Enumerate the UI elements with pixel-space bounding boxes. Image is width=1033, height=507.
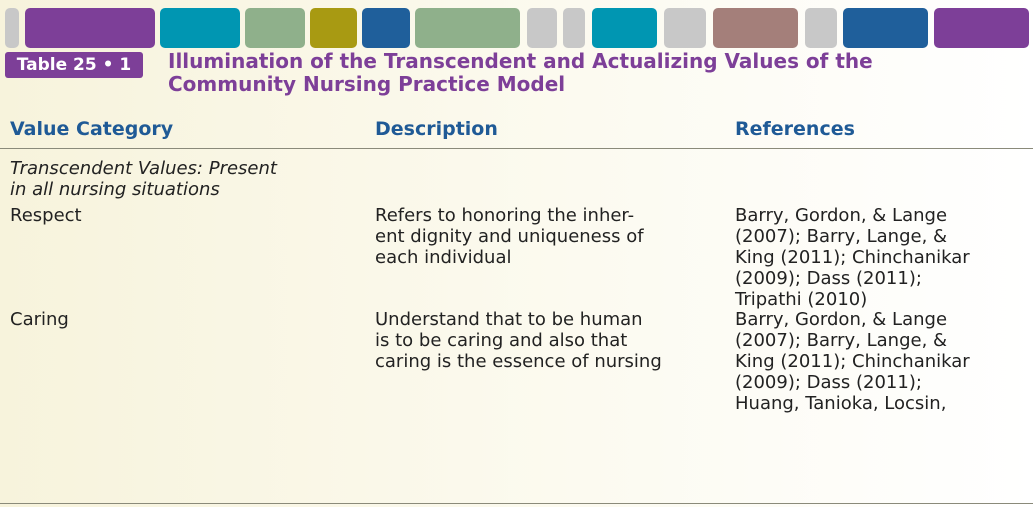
value-category: Respect <box>10 205 82 226</box>
text-line: Barry, Gordon, & Lange <box>735 205 948 226</box>
color-block <box>245 8 305 48</box>
color-block <box>563 8 585 48</box>
text-line: Barry, Gordon, & Lange <box>735 309 948 330</box>
table-title: Illumination of the Transcendent and Act… <box>168 50 988 96</box>
text-line: Respect <box>10 205 82 226</box>
color-block <box>805 8 837 48</box>
color-block <box>362 8 410 48</box>
text-line: King (2011); Chinchanikar <box>735 247 970 268</box>
column-header: Value Category <box>10 118 174 140</box>
text-line: Transcendent Values: Present <box>10 158 277 179</box>
color-block <box>310 8 357 48</box>
text-line: King (2011); Chinchanikar <box>735 351 970 372</box>
color-block <box>527 8 557 48</box>
description: Refers to honoring the inher-ent dignity… <box>375 205 644 268</box>
text-line: is to be caring and also that <box>375 330 628 351</box>
color-block <box>592 8 657 48</box>
color-block <box>25 8 155 48</box>
value-category: Caring <box>10 309 69 330</box>
text-line: Understand that to be human <box>375 309 643 330</box>
text-line: caring is the essence of nursing <box>375 351 662 372</box>
text-line: ent dignity and uniqueness of <box>375 226 644 247</box>
references: Barry, Gordon, & Lange (2007); Barry, Lan… <box>735 205 970 310</box>
references: Barry, Gordon, & Lange (2007); Barry, Lan… <box>735 309 970 414</box>
text-line: (2007); Barry, Lange, & <box>735 330 948 351</box>
text-line: (2009); Dass (2011); <box>735 268 922 289</box>
color-block <box>934 8 1029 48</box>
text-line: Refers to honoring the inher- <box>375 205 635 226</box>
color-block <box>5 8 19 48</box>
color-block <box>160 8 240 48</box>
text-line: each individual <box>375 247 512 268</box>
title-line: Community Nursing Practice Model <box>168 72 566 96</box>
description: Understand that to be human is to be cari… <box>375 309 662 372</box>
column-header: Description <box>375 118 498 140</box>
bottom-rule <box>0 503 1033 504</box>
column-header: References <box>735 118 855 140</box>
text-line: Tripathi (2010) <box>735 289 868 310</box>
text-line: in all nursing situations <box>10 179 220 200</box>
section-label: Transcendent Values: Present in all nursi… <box>10 158 277 200</box>
color-block <box>415 8 520 48</box>
color-block <box>843 8 928 48</box>
table-label: Table 25 • 1 <box>5 52 143 78</box>
text-line: (2007); Barry, Lange, & <box>735 226 948 247</box>
color-block <box>664 8 706 48</box>
text-line: (2009); Dass (2011); <box>735 372 922 393</box>
text-line: Caring <box>10 309 69 330</box>
text-line: Huang, Tanioka, Locsin, <box>735 393 947 414</box>
title-line: Illumination of the Transcendent and Act… <box>168 49 873 73</box>
header-rule <box>0 148 1033 149</box>
color-block <box>713 8 798 48</box>
